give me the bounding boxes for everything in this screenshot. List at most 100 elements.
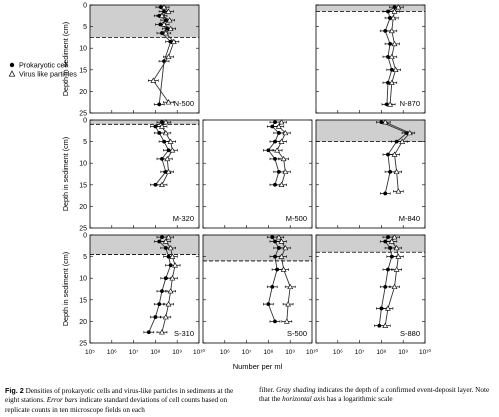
virus-point	[159, 12, 165, 19]
x-tick-label: 10⁹	[398, 349, 408, 356]
x-tick-label: 10⁸	[263, 349, 273, 356]
x-tick-label: 10⁶	[107, 349, 117, 356]
event-layer-shading	[90, 120, 199, 125]
x-tick-label: 10⁸	[150, 349, 160, 356]
virus-point	[382, 322, 389, 328]
prokaryotic-point	[153, 124, 158, 129]
virus-point	[391, 283, 398, 290]
prokaryotic-point	[157, 302, 162, 307]
series-line-virus	[161, 121, 173, 186]
caption-run: horizontal axis	[282, 395, 326, 404]
virus-point	[406, 129, 413, 136]
prokaryotic-point	[273, 156, 277, 161]
series-line-virus	[161, 236, 176, 333]
y-tick-label: 10	[79, 276, 87, 283]
virus-point	[162, 30, 169, 36]
virus-point	[169, 275, 176, 281]
y-tick-label: 25	[79, 111, 87, 118]
prokaryotic-point	[157, 239, 162, 244]
x-tick-label: 10⁹	[285, 349, 295, 356]
panel-frame	[89, 234, 200, 344]
virus-point	[162, 314, 169, 320]
prokaryotic-point	[273, 139, 277, 144]
prokaryotic-point	[383, 284, 388, 289]
virus-point	[280, 155, 287, 162]
virus-point	[387, 101, 393, 107]
prokaryotic-point	[389, 254, 394, 259]
virus-point	[287, 283, 294, 290]
x-tick-label: 10¹⁰	[193, 348, 205, 356]
figure-panels: N-500 N-870 M-320 M-500 M-840 S-310 S-500 S-880…	[8, 3, 431, 371]
virus-point	[161, 4, 167, 10]
y-tick-label: 25	[79, 341, 87, 348]
virus-point	[393, 168, 400, 175]
fig-label: Fig. 2	[5, 386, 24, 395]
virus-point	[162, 119, 169, 125]
virus-point	[395, 188, 402, 194]
prokaryotic-point	[386, 235, 390, 240]
prokaryotic-point	[383, 239, 388, 244]
x-tick-label: 10⁵	[85, 349, 95, 356]
x-tick-label: 10⁷	[355, 349, 365, 356]
virus-point	[388, 79, 395, 85]
virus-point	[169, 253, 176, 259]
caption-run: indicate standard deviations of cell cou…	[5, 396, 228, 414]
y-axis-label: Depth in sediment (cm)	[61, 137, 70, 211]
caption-left: Fig. 2 Densities of prokaryotic cells an…	[5, 386, 245, 415]
virus-point	[280, 266, 287, 272]
virus-point	[391, 234, 398, 240]
prokaryotic-point	[160, 289, 164, 294]
caption-run: Densities of prokaryotic cells and virus…	[5, 387, 234, 405]
caption-right: filter. Gray shading indicates the depth…	[259, 386, 495, 405]
series-line-prokaryotic	[148, 236, 172, 333]
event-layer-shading	[90, 235, 199, 255]
event-layer-shading	[316, 235, 425, 253]
x-tick-label: 10⁸	[376, 349, 386, 356]
virus-point	[388, 53, 395, 60]
virus-point	[385, 305, 391, 311]
virus-point	[164, 155, 171, 162]
prokaryotic-point	[386, 152, 390, 157]
panel-frame	[202, 234, 313, 344]
virus-point	[393, 266, 400, 272]
virus-point	[165, 53, 172, 60]
legend-prokaryotic-marker	[9, 62, 15, 68]
station-label: M-840	[399, 214, 420, 223]
prokaryotic-point	[394, 139, 399, 144]
legend-prokaryotic-label: Prokaryotic cell	[19, 61, 68, 70]
prokaryotic-point	[146, 330, 151, 335]
y-tick-label: 10	[79, 46, 87, 53]
caption-run: indicates the depth of a confirmed event…	[259, 386, 490, 404]
virus-point	[278, 238, 285, 244]
panel-m-500: M-500	[202, 119, 313, 229]
y-axis-label: Depth in sediment (cm)	[61, 252, 70, 326]
prokaryotic-point	[379, 306, 384, 311]
prokaryotic-point	[157, 131, 162, 135]
virus-point	[399, 138, 406, 144]
series-line-virus	[385, 121, 411, 192]
panel-n-500: N-500	[89, 4, 200, 114]
prokaryotic-point	[160, 235, 164, 240]
prokaryotic-point	[388, 169, 392, 174]
prokaryotic-point	[266, 148, 271, 153]
prokaryotic-point	[153, 182, 158, 187]
virus-point	[274, 147, 280, 153]
station-label: N-500	[174, 99, 194, 108]
virus-point	[282, 244, 289, 251]
panel-frame	[315, 119, 426, 229]
panel-frame	[202, 119, 313, 229]
y-tick-label: 5	[83, 24, 87, 31]
panel-n-870: N-870	[315, 4, 426, 114]
virus-point	[285, 301, 291, 307]
virus-point	[391, 151, 398, 157]
virus-point	[391, 40, 398, 47]
x-tick-label: 10⁹	[172, 349, 182, 356]
y-tick-label: 25	[79, 226, 87, 233]
virus-point	[165, 99, 172, 105]
x-tick-label: 10⁶	[220, 349, 230, 356]
station-label: S-500	[287, 329, 307, 338]
caption-run: filter.	[259, 386, 277, 394]
prokaryotic-point	[266, 302, 271, 307]
virus-point	[278, 119, 285, 125]
